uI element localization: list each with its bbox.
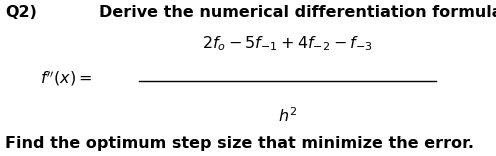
Text: $h^2$: $h^2$ [278, 106, 297, 125]
Text: Derive the numerical differentiation formula: Derive the numerical differentiation for… [99, 5, 496, 20]
Text: Q2): Q2) [5, 5, 37, 20]
Text: Find the optimum step size that minimize the error.: Find the optimum step size that minimize… [5, 136, 474, 151]
Text: $2f_o - 5f_{-1} + 4f_{-2} - f_{-3}$: $2f_o - 5f_{-1} + 4f_{-2} - f_{-3}$ [202, 34, 373, 53]
Text: $f^{\prime\prime}(x) =$: $f^{\prime\prime}(x) =$ [40, 68, 92, 88]
